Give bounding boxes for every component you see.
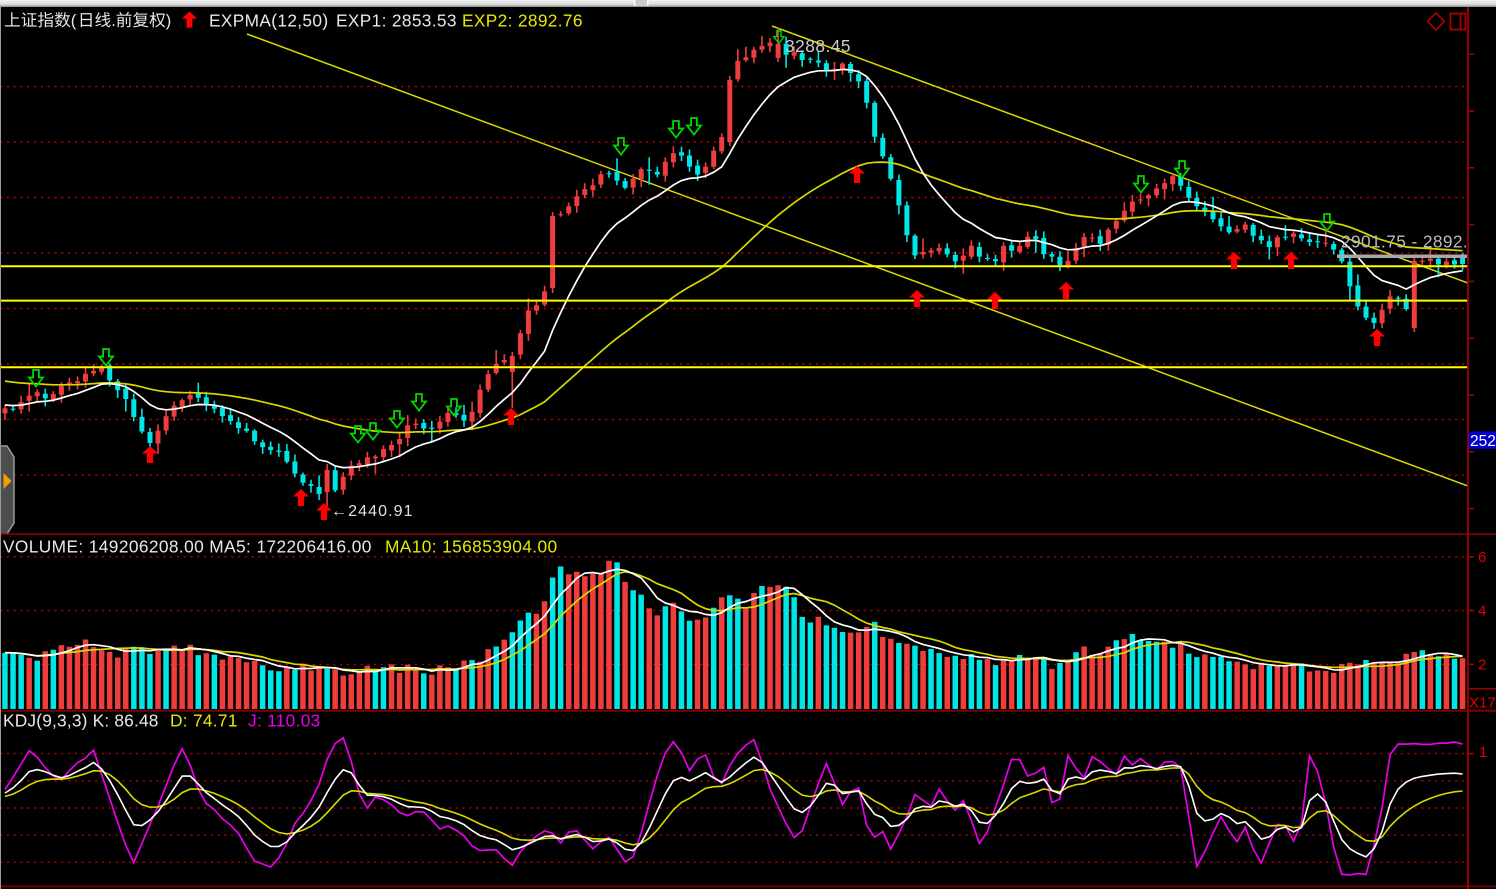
svg-text:EXP2: 2892.76: EXP2: 2892.76: [462, 11, 583, 31]
svg-text:←2440.91: ←2440.91: [331, 503, 414, 520]
svg-text:4: 4: [1478, 603, 1486, 620]
svg-text:.: .: [111, 12, 116, 30]
svg-text:6: 6: [1478, 549, 1486, 566]
svg-text:X17: X17: [1469, 695, 1496, 712]
svg-text:2: 2: [1478, 656, 1486, 673]
svg-text:3288.45: 3288.45: [785, 36, 851, 56]
svg-text:2901.75 - 2892.: 2901.75 - 2892.: [1341, 232, 1468, 252]
svg-text:1: 1: [1479, 744, 1487, 761]
svg-text:(: (: [71, 12, 77, 30]
svg-text:VOLUME: 149206208.00 MA5: 1722: VOLUME: 149206208.00 MA5: 172206416.00: [3, 537, 372, 557]
svg-text:): ): [166, 12, 172, 30]
svg-text:2521: 2521: [1470, 433, 1496, 450]
svg-text:KDJ(9,3,3) K: 86.48: KDJ(9,3,3) K: 86.48: [3, 711, 159, 731]
svg-text:D: 74.71: D: 74.71: [170, 711, 238, 731]
svg-text:MA10: 156853904.00: MA10: 156853904.00: [385, 537, 557, 557]
svg-text:EXP1: 2853.53: EXP1: 2853.53: [336, 11, 457, 31]
svg-text:EXPMA(12,50): EXPMA(12,50): [209, 11, 328, 31]
svg-text:J: 110.03: J: 110.03: [248, 711, 321, 731]
